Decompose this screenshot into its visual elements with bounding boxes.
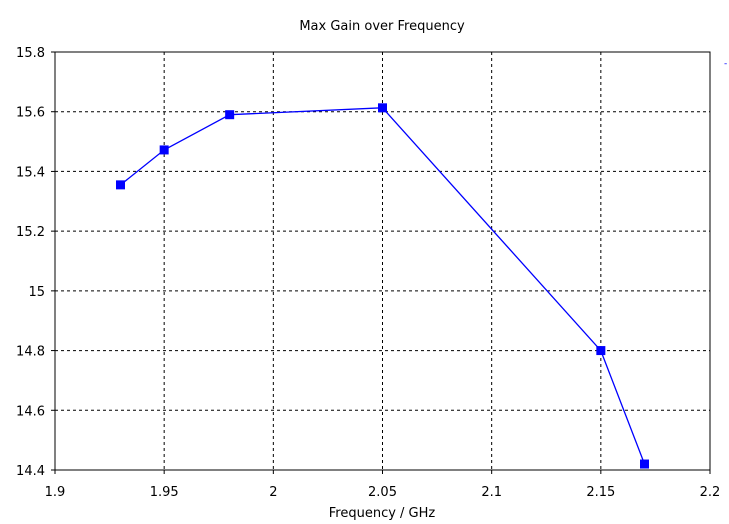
x-tick-label: 2.05: [368, 485, 397, 500]
data-point-marker: [159, 145, 169, 155]
series-line: [120, 107, 646, 465]
x-tick-label: 1.95: [150, 485, 179, 500]
data-point-marker: [640, 459, 649, 469]
x-tick-label: 2.15: [586, 485, 615, 500]
y-tick-label: 15.8: [16, 46, 45, 61]
series-layer: [116, 103, 649, 469]
y-tick-label: 15: [28, 285, 45, 300]
data-point-marker: [116, 180, 125, 190]
grid: [55, 52, 710, 470]
data-point-marker: [596, 346, 606, 356]
y-tick-label: 14.6: [16, 404, 45, 419]
x-tick-label: 2.1: [481, 485, 502, 500]
x-axis-label: Frequency / GHz: [329, 506, 436, 521]
axis-ticks: 1.9 1.95 2 2.05 2.1 2.15 2.2 14.4 14.6 14.8 15 15.2…: [16, 46, 720, 500]
y-tick-label: 15.2: [16, 225, 45, 240]
y-tick-label: 14.8: [16, 345, 45, 360]
data-point-marker: [225, 110, 235, 120]
y-tick-label: 15.4: [16, 165, 45, 180]
x-tick-label: 1.9: [45, 485, 66, 500]
legend-marker-glyph: -: [724, 59, 727, 69]
y-tick-label: 14.4: [16, 464, 45, 479]
y-tick-label: 15.6: [16, 106, 45, 121]
x-tick-label: 2.2: [700, 485, 721, 500]
x-tick-label: 2: [269, 485, 277, 500]
chart-title: Max Gain over Frequency: [299, 19, 465, 34]
data-point-marker: [378, 103, 387, 113]
